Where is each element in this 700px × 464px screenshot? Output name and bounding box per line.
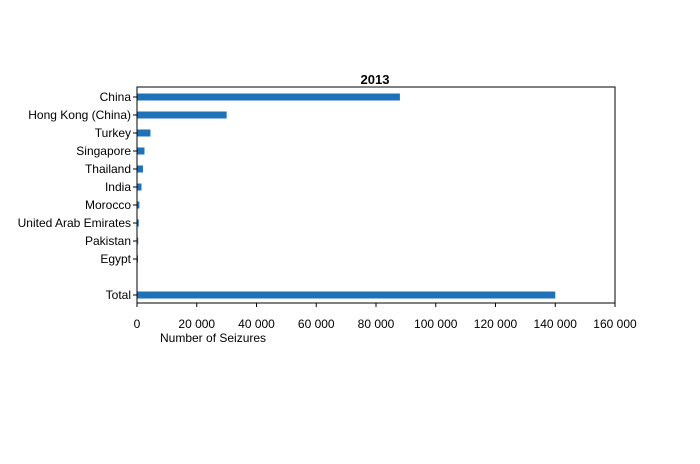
x-tick-label: 40 000 — [238, 317, 275, 331]
category-label: China — [100, 90, 132, 104]
category-label: India — [105, 180, 131, 194]
plot-frame — [136, 86, 616, 304]
x-tick-label: 60 000 — [298, 317, 335, 331]
bar-turkey — [137, 129, 151, 137]
category-label: United Arab Emirates — [18, 216, 131, 230]
x-tick-label: 20 000 — [178, 317, 215, 331]
category-label: Turkey — [95, 126, 131, 140]
bar-pakistan — [137, 237, 139, 245]
bar-morocco — [137, 201, 140, 209]
category-label: Pakistan — [85, 234, 131, 248]
x-tick-label: 160 000 — [593, 317, 637, 331]
bar-hong-kong-china- — [137, 111, 227, 119]
bar-singapore — [137, 147, 145, 155]
chart-title: 2013 — [361, 72, 390, 87]
x-tick-label: 140 000 — [534, 317, 578, 331]
category-labels: China Hong Kong (China) Turkey Singapore Tha… — [18, 90, 132, 302]
bars-group — [133, 93, 556, 299]
x-axis-ticks: 0 20 000 40 000 60 000 80 000 100 000 120 000 1… — [134, 303, 637, 331]
bar-united-arab-emirates — [137, 219, 139, 227]
x-tick-label: 0 — [134, 317, 141, 331]
bar-total — [137, 291, 556, 299]
bar-china — [137, 93, 400, 101]
x-axis-title: Number of Seizures — [160, 331, 266, 345]
bar-thailand — [137, 165, 143, 173]
category-label: Singapore — [76, 144, 131, 158]
category-label: Total — [106, 288, 131, 302]
x-tick-label: 100 000 — [414, 317, 458, 331]
bar-india — [137, 183, 142, 191]
category-label: Thailand — [85, 162, 131, 176]
category-label: Morocco — [85, 198, 131, 212]
category-label: Egypt — [100, 252, 131, 266]
x-tick-label: 120 000 — [474, 317, 518, 331]
x-tick-label: 80 000 — [358, 317, 395, 331]
category-label: Hong Kong (China) — [28, 108, 131, 122]
